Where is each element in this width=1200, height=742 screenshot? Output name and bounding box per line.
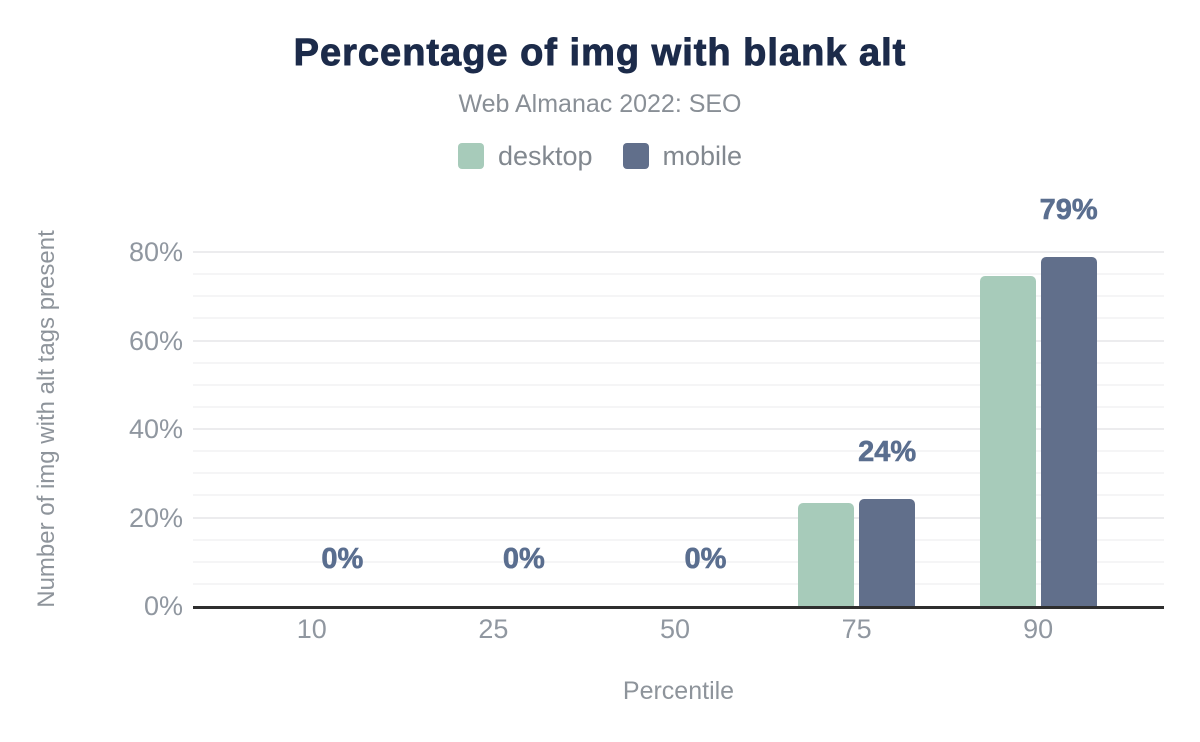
x-tick-label: 10 <box>296 614 327 644</box>
minor-gridline <box>193 405 1164 408</box>
value-label-p90: 79% <box>1039 193 1098 226</box>
y-tick-label: 40% <box>128 414 183 445</box>
minor-gridline <box>193 295 1164 298</box>
desktop-swatch-icon <box>457 143 484 169</box>
y-tick-label: 20% <box>128 502 183 533</box>
minor-gridline <box>193 383 1164 386</box>
minor-gridline <box>193 538 1164 541</box>
major-gridline <box>193 251 1164 254</box>
value-label-p10: 0% <box>321 543 364 575</box>
chart-legend: desktop mobile <box>0 141 1200 171</box>
bar-mobile-p90[interactable] <box>1040 256 1097 606</box>
legend-item-desktop: desktop <box>457 141 593 171</box>
chart-title: Percentage of img with blank alt <box>293 32 907 75</box>
x-tick-label: 90 <box>1023 614 1054 644</box>
y-tick-label: 0% <box>143 591 183 621</box>
x-axis-line <box>193 606 1164 609</box>
legend-item-mobile: mobile <box>622 141 743 171</box>
bar-desktop-p75[interactable] <box>798 502 855 606</box>
y-tick-label: 60% <box>128 325 183 356</box>
minor-gridline <box>193 450 1164 453</box>
minor-gridline <box>193 472 1164 475</box>
major-gridline <box>193 428 1164 431</box>
minor-gridline <box>193 361 1164 364</box>
minor-gridline <box>193 582 1164 585</box>
minor-gridline <box>193 273 1164 276</box>
bar-mobile-p75[interactable] <box>859 498 916 606</box>
legend-label-mobile: mobile <box>662 141 743 171</box>
y-axis-title: Number of img with alt tags present <box>33 230 60 608</box>
y-tick-label: 80% <box>128 237 183 268</box>
major-gridline <box>193 516 1164 519</box>
legend-label-desktop: desktop <box>497 141 593 171</box>
x-tick-label: 50 <box>659 614 691 644</box>
minor-gridline <box>193 560 1164 563</box>
x-tick-label: 75 <box>841 614 872 644</box>
mobile-swatch-icon <box>622 143 649 169</box>
value-label-p75: 24% <box>858 435 917 468</box>
minor-gridline <box>193 494 1164 497</box>
bar-desktop-p90[interactable] <box>979 276 1036 606</box>
x-axis-title: Percentile <box>622 677 735 705</box>
value-label-p25: 0% <box>502 543 546 575</box>
minor-gridline <box>193 317 1164 320</box>
value-label-p50: 0% <box>684 543 727 575</box>
x-tick-label: 25 <box>478 614 509 644</box>
chart-subtitle: Web Almanac 2022: SEO <box>458 90 742 118</box>
major-gridline <box>193 339 1164 342</box>
